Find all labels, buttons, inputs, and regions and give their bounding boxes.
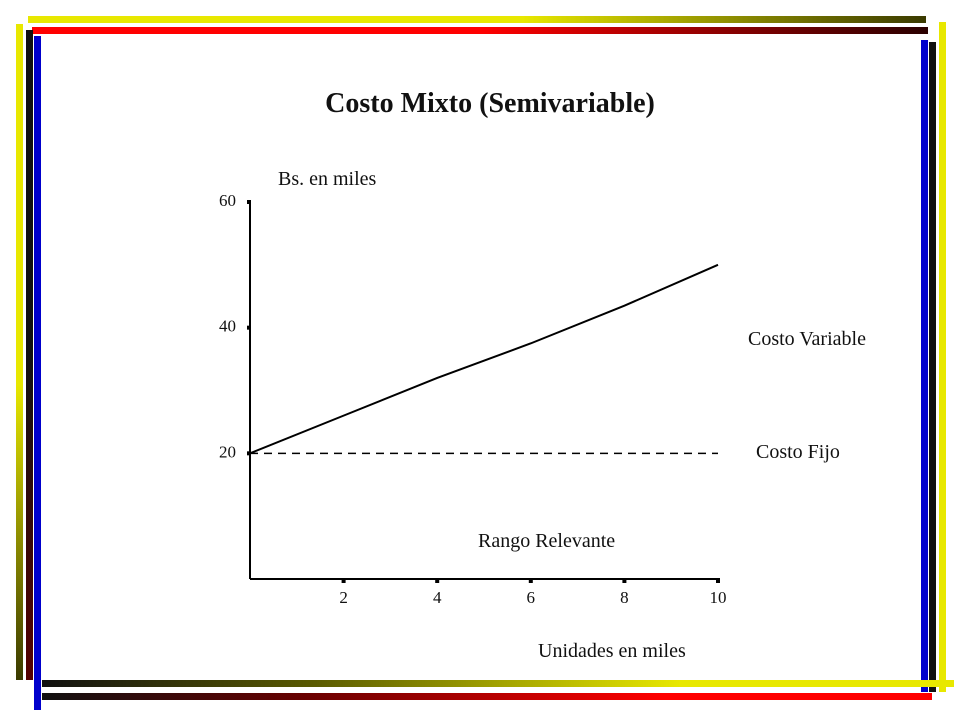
chart-title: Costo Mixto (Semivariable) <box>325 88 655 119</box>
frame-top-yellow <box>28 16 926 23</box>
x-tick-label: 10 <box>710 588 727 607</box>
x-tick-label: 2 <box>339 588 348 607</box>
frame-left-blue <box>34 36 41 710</box>
frame-right-yellow <box>939 22 946 692</box>
y-tick-mark <box>247 200 251 204</box>
frame-right-dark <box>929 42 936 692</box>
x-tick-mark <box>622 578 627 583</box>
frame-left-dark <box>26 30 33 680</box>
y-tick-label: 40 <box>219 317 236 336</box>
x-axis-label: Unidades en miles <box>538 640 686 662</box>
x-tick-label: 4 <box>433 588 442 607</box>
frame-bottom-red <box>42 693 932 700</box>
y-tick-label: 20 <box>219 442 236 461</box>
y-axis-label: Bs. en miles <box>278 168 377 190</box>
frame-left-yellow <box>16 24 23 680</box>
x-tick-mark <box>341 578 346 583</box>
x-tick-label: 8 <box>620 588 629 607</box>
legend-variable-cost: Costo Variable <box>748 328 866 350</box>
x-tick-label: 6 <box>527 588 536 607</box>
y-tick-label: 60 <box>219 191 236 210</box>
x-tick-mark <box>716 578 720 583</box>
frame-top-red <box>32 27 928 34</box>
legend-fixed-cost: Costo Fijo <box>756 441 840 463</box>
frame-right-blue <box>921 40 928 692</box>
y-tick-mark <box>247 325 251 330</box>
x-tick-mark <box>528 578 533 583</box>
frame-bottom-yellow <box>42 680 954 687</box>
variable-cost-line <box>249 263 719 455</box>
relevant-range-label: Rango Relevante <box>478 530 616 552</box>
y-tick-mark <box>247 451 251 456</box>
x-tick-mark <box>435 578 440 583</box>
